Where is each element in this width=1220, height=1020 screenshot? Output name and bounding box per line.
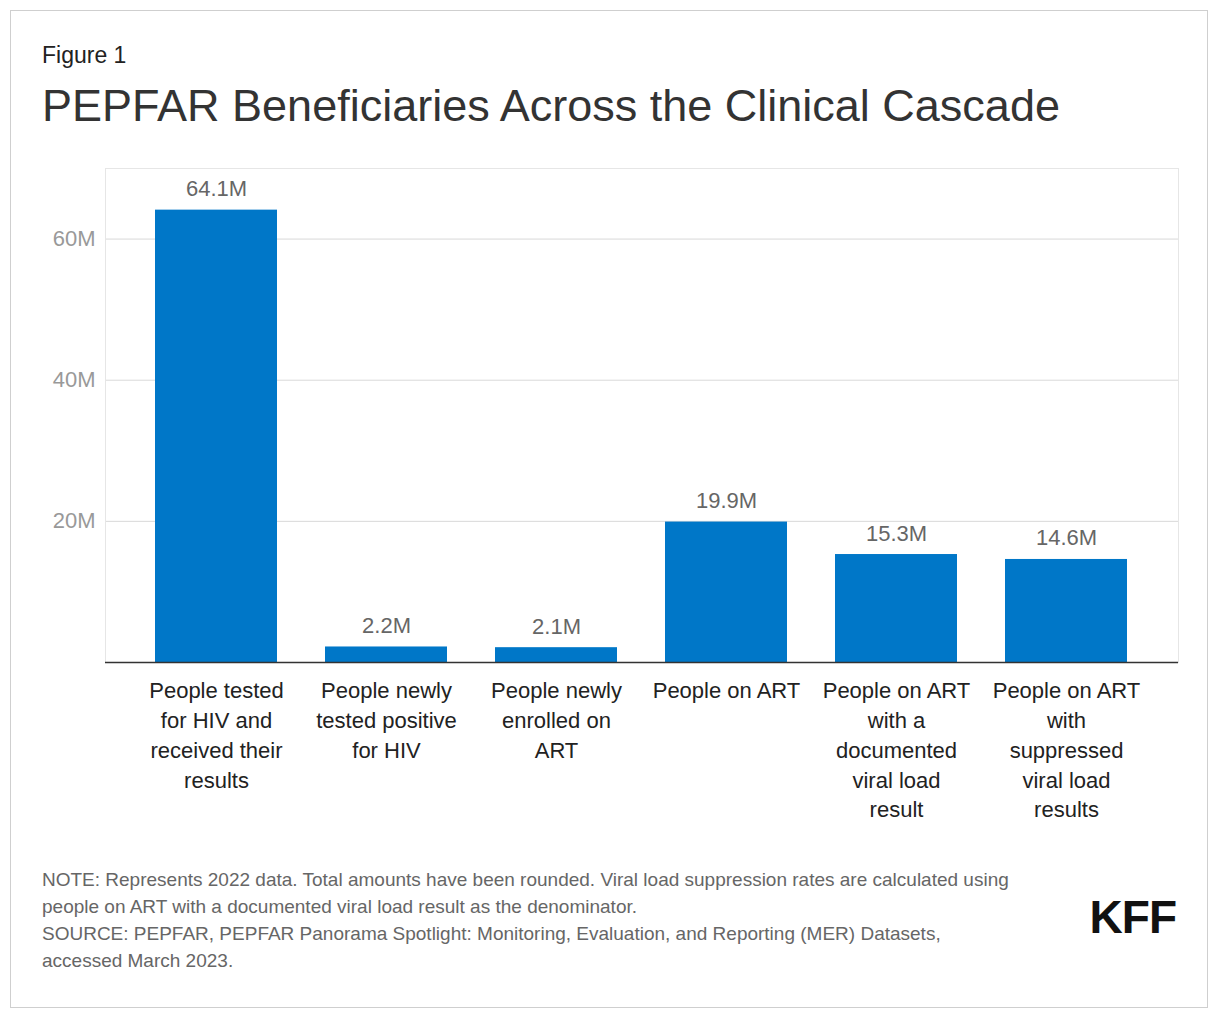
svg-text:2.2M: 2.2M: [362, 613, 411, 638]
svg-text:People testedfor HIV andreceiv: People testedfor HIV andreceived theirre…: [149, 678, 284, 793]
svg-text:40M: 40M: [53, 367, 96, 392]
svg-text:People on ARTwith adocumentedv: People on ARTwith adocumentedviral loadr…: [823, 678, 971, 823]
svg-text:60M: 60M: [53, 226, 96, 251]
html-text:PEPFAR Beneficiaries Across th: PEPFAR Beneficiaries Across the Clinical…: [42, 80, 1060, 131]
svg-text:2.1M: 2.1M: [532, 614, 581, 639]
svg-text:People on ARTwithsuppressedvir: People on ARTwithsuppressedviral loadres…: [993, 678, 1141, 823]
html-text:NOTE: Represents 2022 data. To: NOTE: Represents 2022 data. Total amount…: [42, 869, 1009, 917]
svg-text:20M: 20M: [53, 508, 96, 533]
html-text:Figure 1: Figure 1: [42, 42, 127, 68]
svg-text:14.6M: 14.6M: [1036, 525, 1097, 550]
svg-text:15.3M: 15.3M: [866, 521, 927, 546]
html-text:SOURCE: PEPFAR, PEPFAR Panoram: SOURCE: PEPFAR, PEPFAR Panorama Spotligh…: [42, 923, 941, 971]
svg-text:People newlyenrolled onART: People newlyenrolled onART: [491, 678, 622, 763]
svg-text:64.1M: 64.1M: [186, 176, 247, 201]
svg-text:People on ART: People on ART: [653, 678, 801, 703]
html-text:KFF: KFF: [1089, 891, 1176, 943]
svg-text:People newlytested positivefor: People newlytested positivefor HIV: [316, 678, 457, 763]
svg-text:19.9M: 19.9M: [696, 488, 757, 513]
